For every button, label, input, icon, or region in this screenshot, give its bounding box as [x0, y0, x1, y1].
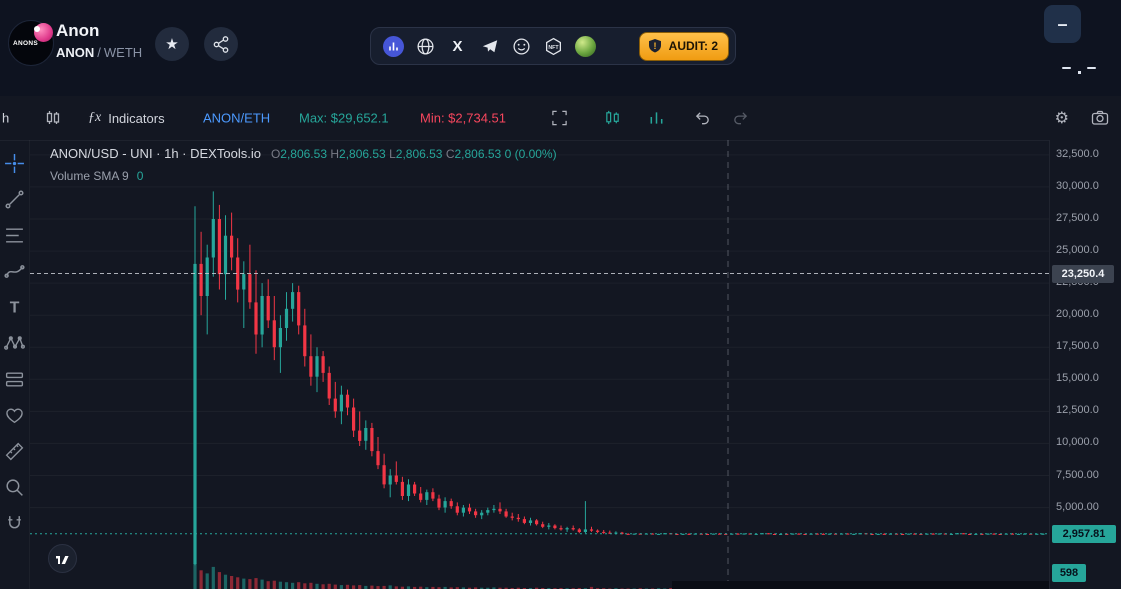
screenshot-camera-icon[interactable]	[1091, 109, 1109, 127]
pair-link[interactable]: ANON/ETH	[203, 110, 271, 126]
max-price-label: Max: $29,652.1	[299, 110, 389, 126]
links-panel: X NFT ! AUDIT: 2	[370, 27, 736, 65]
last-price-badge: 2,957.81	[1052, 524, 1116, 543]
magnet-tool-icon[interactable]	[4, 513, 25, 534]
position-tool-icon[interactable]	[4, 369, 25, 390]
price-axis-label: 10,000.0	[1056, 436, 1099, 449]
token-name: Anon	[56, 21, 100, 40]
token-logo-text: ANONS	[13, 40, 38, 47]
text-tool-icon[interactable]: T	[4, 297, 25, 318]
price-axis-label: 27,500.0	[1056, 212, 1099, 224]
timeframe-button[interactable]: h	[2, 110, 10, 126]
emoji-smile-icon[interactable]	[511, 36, 532, 57]
price-axis-label: 12,500.0	[1056, 404, 1099, 417]
volume-value-badge: 598	[1052, 564, 1086, 582]
price-axis-label: 7,500.00	[1056, 468, 1099, 481]
redo-icon[interactable]	[732, 110, 749, 127]
token-logo: ANONS	[8, 20, 54, 66]
brush-tool-icon[interactable]	[4, 261, 25, 282]
candle-style-icon[interactable]	[604, 110, 621, 127]
price-axis[interactable]: 32,500.030,000.027,500.025,000.022,500.0…	[1049, 140, 1121, 589]
time-axis-strip[interactable]	[672, 581, 1050, 589]
price-axis-label: 30,000.0	[1056, 179, 1099, 192]
favorite-button[interactable]: ★	[155, 27, 189, 61]
price-axis-label: 17,500.0	[1056, 340, 1099, 353]
window-dot	[1078, 71, 1081, 74]
candlestick-canvas[interactable]	[30, 140, 1050, 589]
share-button[interactable]	[204, 27, 238, 61]
audit-shield-icon: !	[648, 39, 661, 53]
fullscreen-icon[interactable]	[551, 110, 568, 127]
x-twitter-icon[interactable]: X	[452, 37, 463, 55]
bar-style-icon[interactable]	[648, 110, 665, 127]
tradingview-logo[interactable]	[48, 544, 77, 573]
website-globe-icon[interactable]	[415, 36, 436, 57]
pair-base: ANON	[56, 45, 95, 60]
indicators-button[interactable]: ƒx Indicators	[88, 110, 165, 126]
svg-text:NFT: NFT	[548, 44, 559, 50]
audit-label: AUDIT: 2	[668, 39, 718, 53]
token-header: ANONS Anon ANON / WETH ★ X	[0, 0, 1121, 96]
token-pair: ANON / WETH	[56, 45, 142, 60]
measure-ruler-tool-icon[interactable]	[4, 441, 25, 462]
drawing-toolbar: T	[0, 140, 30, 589]
xabcd-pattern-tool-icon[interactable]	[4, 333, 25, 354]
price-axis-label: 20,000.0	[1056, 308, 1099, 321]
chart-toolbar: h ƒx Indicators ANON/ETH Max: $29,652.1 …	[0, 96, 1121, 141]
candle-interval-icon[interactable]	[44, 109, 62, 127]
star-icon: ★	[165, 36, 179, 53]
price-axis-label: 5,000.00	[1056, 500, 1099, 513]
min-price-label: Min: $2,734.51	[420, 110, 507, 126]
svg-text:!: !	[653, 41, 656, 51]
pair-quote: WETH	[103, 45, 143, 60]
undo-icon[interactable]	[694, 110, 711, 127]
window-dash	[1087, 67, 1096, 69]
share-icon	[213, 36, 229, 53]
nft-icon[interactable]: NFT	[543, 36, 564, 57]
telegram-icon[interactable]	[479, 36, 500, 57]
pair-separator: /	[97, 45, 101, 60]
price-axis-label: 15,000.0	[1056, 372, 1099, 385]
token-avatar[interactable]	[575, 35, 596, 57]
chart-module: h ƒx Indicators ANON/ETH Max: $29,652.1 …	[0, 96, 1121, 589]
audit-button[interactable]: ! AUDIT: 2	[638, 31, 729, 61]
minus-icon: –	[1057, 13, 1068, 34]
price-chart: ANON/USD - UNI · 1h · DEXTools.io O2,806…	[30, 140, 1050, 589]
window-dash	[1062, 67, 1071, 69]
settings-gear-icon[interactable]: ⚙	[1054, 110, 1069, 127]
crosshair-tool-icon[interactable]	[4, 153, 25, 174]
token-logo-dot	[34, 26, 40, 32]
trend-line-tool-icon[interactable]	[4, 189, 25, 210]
alert-price-badge[interactable]: 23,250.4	[1052, 264, 1114, 283]
minimize-button[interactable]: –	[1044, 5, 1081, 43]
indicators-label: Indicators	[108, 110, 165, 126]
emoji-heart-tool-icon[interactable]	[4, 405, 25, 426]
zoom-tool-icon[interactable]	[4, 477, 25, 498]
svg-text:T: T	[10, 300, 20, 317]
price-axis-label: 32,500.0	[1056, 147, 1099, 160]
pool-explorer-icon[interactable]	[383, 35, 404, 57]
fx-icon: ƒx	[88, 110, 102, 125]
fib-retracement-tool-icon[interactable]	[4, 225, 25, 246]
price-axis-label: 25,000.0	[1056, 244, 1099, 257]
